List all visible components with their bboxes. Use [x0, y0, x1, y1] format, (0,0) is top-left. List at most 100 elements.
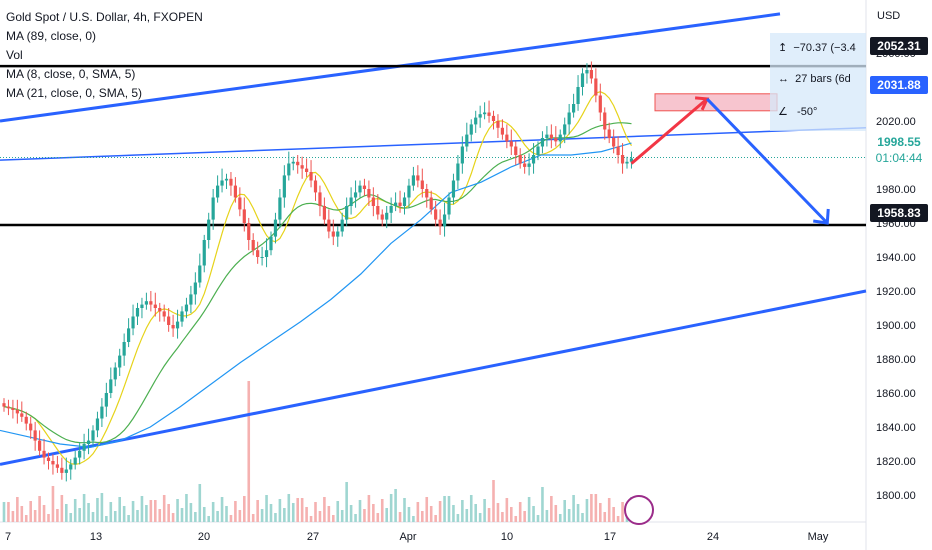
volume-bar — [234, 501, 237, 522]
candle-body — [86, 440, 91, 444]
broker-logo — [624, 495, 654, 525]
volume-bar — [78, 508, 81, 522]
volume-bar — [291, 503, 295, 522]
date-tick-label: May — [808, 531, 829, 543]
volume-bar — [612, 507, 615, 522]
volume-bar — [51, 486, 55, 522]
candle-body — [269, 236, 273, 251]
candle-body — [180, 311, 184, 322]
candle-body — [256, 250, 260, 257]
candle-body — [567, 112, 571, 125]
volume-bar — [7, 502, 10, 522]
volume-bar — [469, 495, 473, 522]
candle-body — [127, 328, 131, 342]
volume-bar — [154, 500, 157, 522]
candle-body — [64, 469, 68, 473]
volume-bar — [29, 501, 32, 522]
candle-body — [509, 141, 513, 147]
volume-bar — [314, 502, 317, 522]
volume-bar — [380, 499, 384, 522]
volume-bar — [501, 512, 504, 522]
volume-bar — [269, 504, 273, 522]
candle-body — [60, 467, 64, 473]
volume-bar — [73, 499, 77, 522]
volume-bar — [585, 499, 589, 522]
candle-body — [153, 304, 157, 308]
volume-bar — [621, 502, 624, 522]
date-tick-label: 17 — [604, 531, 616, 543]
measure-tool-box[interactable]: ↥ −70.37 (−3.4 ↔ 27 bars (6d ∠ -50° — [770, 33, 866, 131]
candle-body — [616, 146, 620, 155]
candle-body — [42, 450, 46, 458]
candle-body — [327, 219, 331, 232]
volume-bar — [260, 509, 264, 522]
volume-bar — [194, 512, 197, 522]
candle-body — [349, 197, 353, 206]
volume-bar — [447, 496, 451, 522]
volume-bar — [607, 498, 611, 522]
candle-body — [340, 219, 344, 232]
candle-body — [278, 197, 282, 220]
date-tick-label: 20 — [198, 531, 210, 543]
candle-body — [193, 282, 197, 295]
date-tick-label: Apr — [399, 531, 416, 543]
candle-body — [345, 206, 349, 220]
volume-bar — [309, 516, 313, 522]
candle-body — [416, 175, 420, 181]
candle-body — [456, 163, 460, 181]
price-tick-label: 1800.00 — [876, 490, 916, 502]
indicator-ma21[interactable]: MA (21, close, 0, SMA, 5) — [6, 86, 143, 100]
candle-body — [300, 165, 304, 169]
candle-body — [251, 240, 255, 251]
volume-bar — [2, 502, 6, 522]
volume-bar — [461, 500, 464, 522]
volume-bar — [376, 513, 380, 522]
candle-body — [118, 355, 122, 368]
volume-bar — [465, 509, 469, 522]
volume-bar — [105, 516, 108, 522]
volume-bar — [394, 489, 397, 522]
volume-bar — [545, 510, 549, 522]
volume-bar — [594, 494, 598, 522]
candle-body — [598, 95, 602, 113]
volume-bar — [385, 508, 388, 522]
candle-body — [612, 138, 616, 147]
volume-bar — [11, 511, 15, 522]
measure-bars: 27 bars (6d — [795, 73, 851, 85]
volume-bar — [278, 499, 282, 522]
candle-body — [91, 430, 95, 441]
volume-bar — [251, 514, 255, 522]
candle-body — [131, 316, 135, 329]
volume-bar — [421, 511, 424, 522]
candle-body — [625, 161, 629, 164]
candle-body — [451, 180, 456, 198]
candle-body — [558, 134, 562, 142]
indicator-vol[interactable]: Vol — [6, 48, 23, 62]
volume-bar — [24, 515, 28, 522]
candle-body — [371, 197, 375, 206]
volume-bar — [563, 500, 566, 522]
volume-bar — [483, 499, 486, 522]
volume-bar — [345, 482, 348, 522]
candle-body — [113, 367, 117, 380]
volume-bar — [590, 494, 593, 522]
volume-bar — [367, 495, 371, 522]
candle-body — [367, 189, 371, 198]
measure-angle-row: ∠ -50° — [778, 105, 817, 118]
indicator-ma8[interactable]: MA (8, close, 0, SMA, 5) — [6, 67, 136, 81]
volume-bar — [340, 510, 344, 522]
volume-bar — [287, 494, 291, 522]
volume-bar — [243, 496, 246, 522]
symbol-title[interactable]: Gold Spot / U.S. Dollar, 4h, FXOPEN — [6, 10, 203, 24]
volume-bar — [514, 516, 518, 522]
candle-body — [358, 185, 362, 193]
volume-bar — [550, 496, 553, 522]
measure-angle: -50° — [797, 106, 818, 118]
indicator-ma89[interactable]: MA (89, close, 0) — [6, 29, 97, 43]
volume-bar — [211, 502, 215, 522]
candle-body — [122, 342, 126, 356]
volume-bar — [118, 497, 121, 522]
candle-body — [309, 172, 313, 181]
volume-bar — [265, 495, 268, 522]
